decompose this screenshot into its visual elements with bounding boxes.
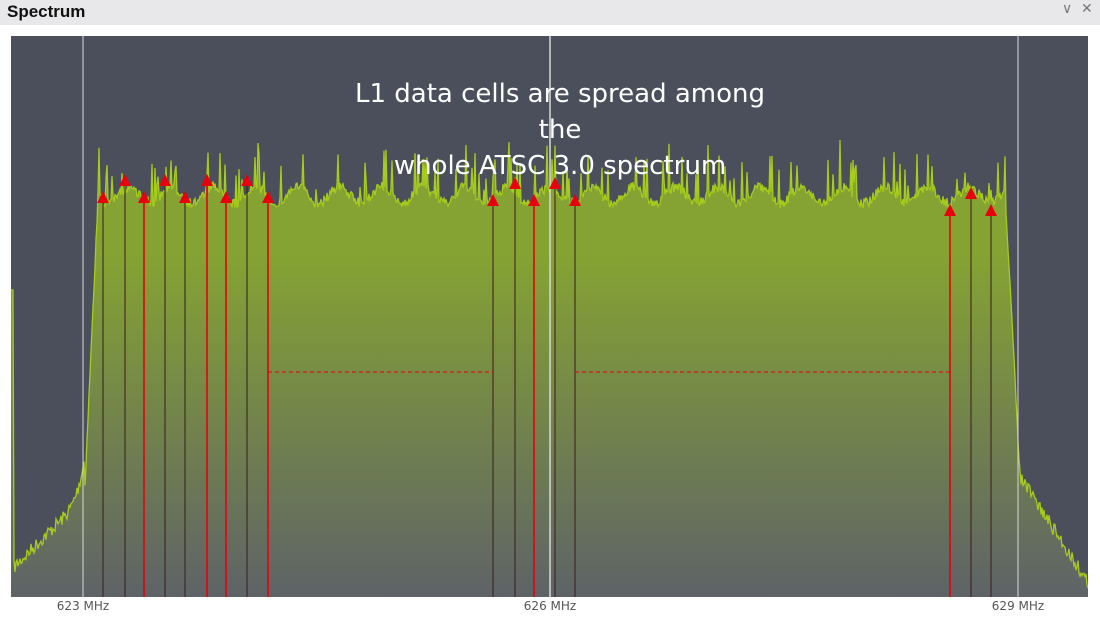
marker-arrow-icon bbox=[509, 177, 521, 189]
annotation-line-2: whole ATSC 3.0 spectrum bbox=[393, 151, 727, 181]
panel-title: Spectrum bbox=[7, 2, 86, 21]
marker-arrow-icon bbox=[138, 191, 150, 203]
marker-arrow-icon bbox=[241, 174, 253, 186]
marker-arrow-icon bbox=[965, 187, 977, 199]
marker-arrow-icon bbox=[97, 191, 109, 203]
close-icon[interactable]: ✕ bbox=[1081, 1, 1093, 17]
marker-arrow-icon bbox=[201, 174, 213, 186]
chevron-down-icon[interactable]: ∨ bbox=[1062, 1, 1073, 17]
marker-arrow-icon bbox=[528, 194, 540, 206]
marker-arrow-icon bbox=[985, 204, 997, 216]
marker-arrow-icon bbox=[159, 174, 171, 186]
marker-arrow-icon bbox=[179, 191, 191, 203]
x-tick-629: 629 MHz bbox=[991, 599, 1045, 613]
panel-titlebar: Spectrum ∨ ✕ bbox=[0, 0, 1100, 25]
marker-arrow-icon bbox=[944, 204, 956, 216]
marker-arrow-icon bbox=[220, 191, 232, 203]
annotation-line-1: L1 data cells are spread among the bbox=[355, 79, 765, 145]
marker-arrow-icon bbox=[549, 177, 561, 189]
marker-arrow-icon bbox=[262, 191, 274, 203]
x-tick-626: 626 MHz bbox=[523, 599, 577, 613]
marker-arrow-icon bbox=[569, 194, 581, 206]
marker-arrow-icon bbox=[119, 174, 131, 186]
marker-arrow-icon bbox=[487, 194, 499, 206]
x-tick-623: 623 MHz bbox=[56, 599, 110, 613]
annotation-text: L1 data cells are spread among the whole… bbox=[330, 76, 790, 184]
